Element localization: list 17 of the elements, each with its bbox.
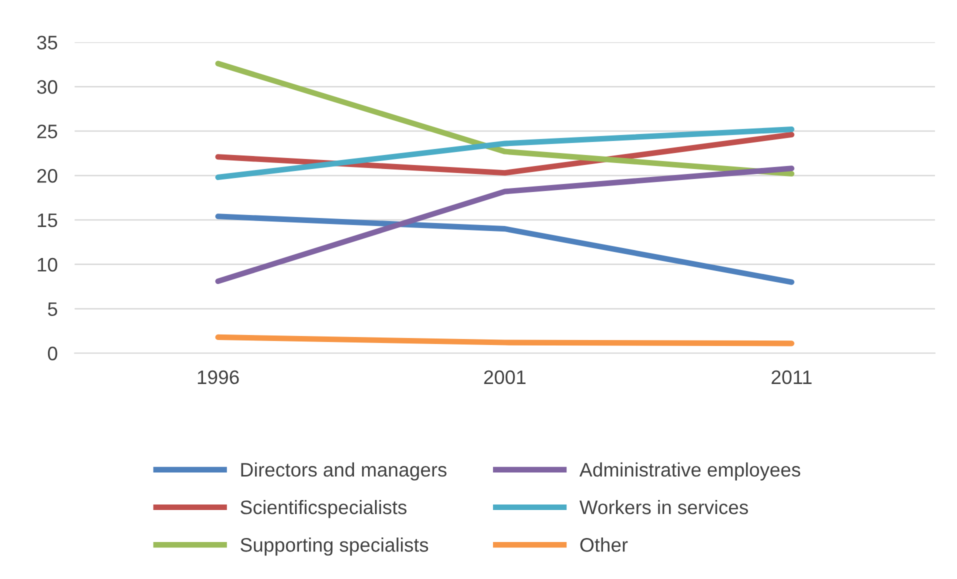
- legend-label: Workers in services: [579, 500, 748, 514]
- y-tick-label: 35: [37, 36, 58, 50]
- legend-label: Directors and managers: [241, 462, 446, 481]
- x-tick-label: 1996: [198, 370, 239, 384]
- legend-label: Other: [580, 538, 628, 552]
- x-tick-label: 2011: [772, 370, 812, 384]
- y-tick-label: 5: [48, 302, 58, 316]
- legend-label: Administrative employees: [579, 462, 800, 481]
- x-tick-label: 2001: [484, 370, 526, 384]
- legend-label: Supporting specialists: [240, 538, 428, 556]
- y-tick-label: 15: [38, 214, 58, 228]
- y-tick-label: 20: [37, 168, 58, 183]
- y-tick-label: 0: [48, 346, 58, 360]
- y-tick-label: 10: [38, 258, 58, 272]
- y-tick-label: 30: [37, 80, 58, 94]
- legend-label: Scientificspecialists: [240, 500, 406, 518]
- y-tick-label: 25: [37, 124, 58, 138]
